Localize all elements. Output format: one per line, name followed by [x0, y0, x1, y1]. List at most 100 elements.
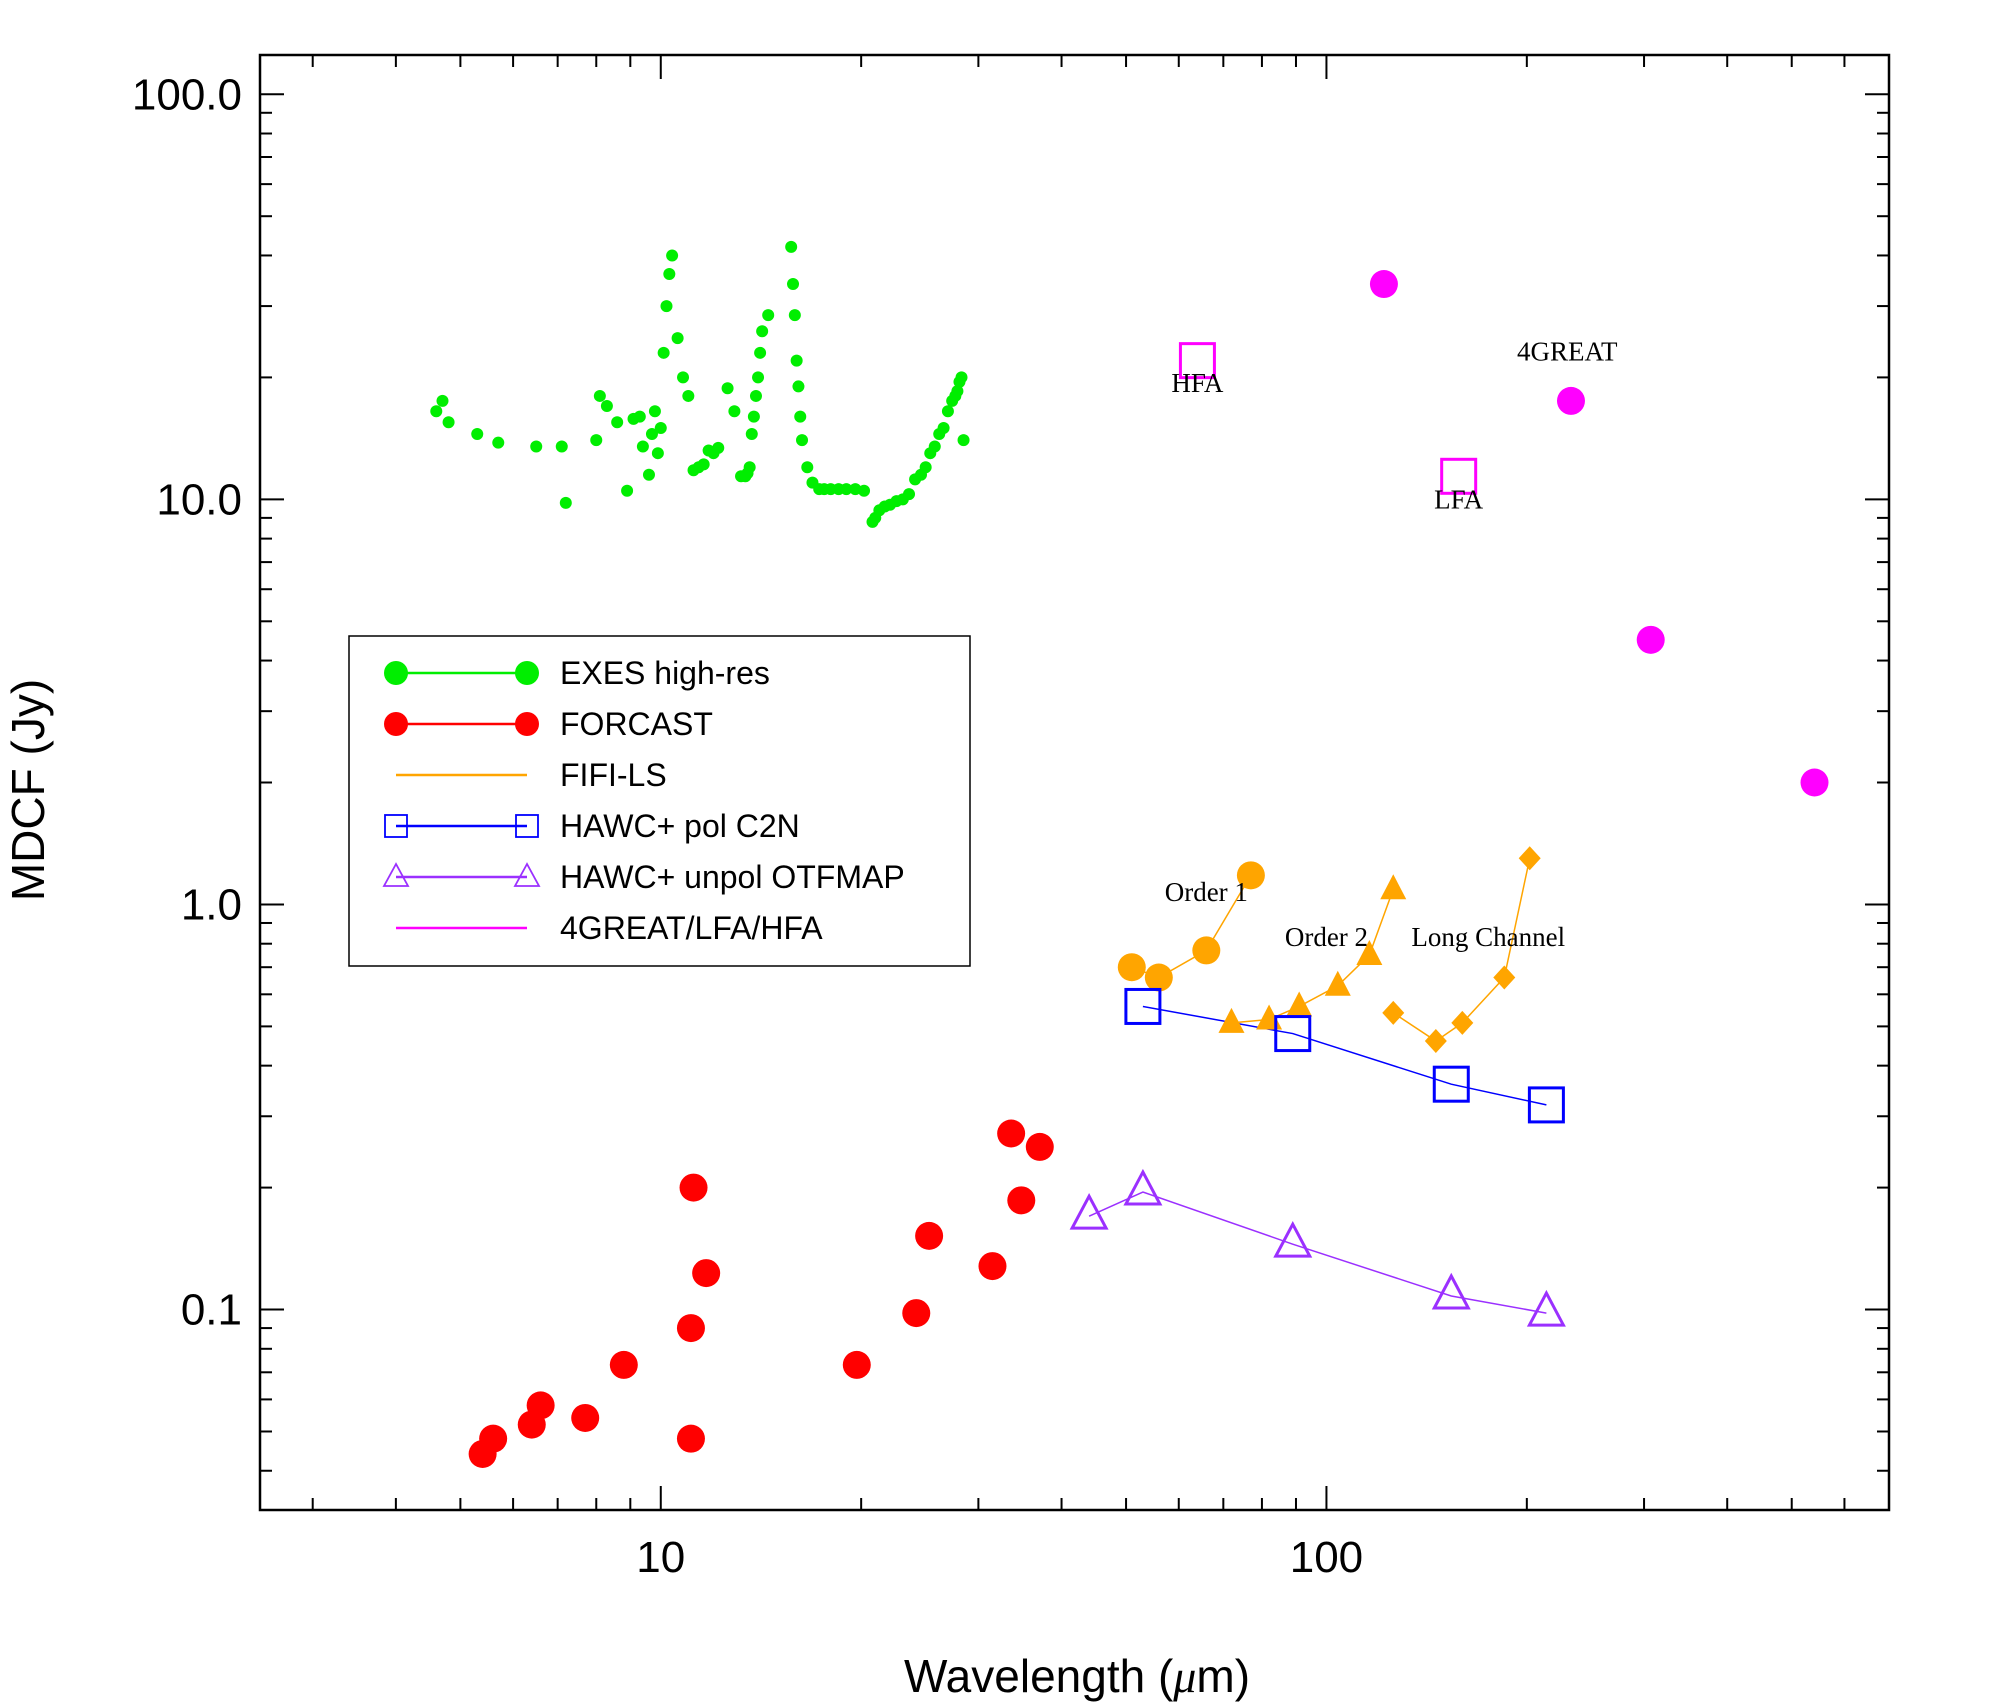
exes-high-res-point [752, 371, 765, 384]
fifi-ls-long-channel-point [1382, 1000, 1405, 1025]
exes-high-res-point [747, 410, 760, 423]
exes-high-res-point [660, 300, 673, 313]
x-axis-title-prefix: Wavelength ( [904, 1650, 1174, 1702]
exes-high-res-point [792, 380, 805, 393]
exes-high-res-point [651, 447, 664, 460]
forcast-point [479, 1424, 508, 1453]
exes-high-res-point [555, 440, 568, 453]
exes-high-res-point [754, 346, 767, 359]
exes-high-res-point [492, 436, 505, 449]
fifi-ls-long-channel-point [1451, 1010, 1474, 1035]
exes-high-res-point [593, 389, 606, 402]
4great-lfa-hfa-lfa-point [1440, 457, 1478, 495]
exes-high-res-point [559, 496, 572, 509]
legend-entry-great: 4GREAT/LFA/HFA [396, 910, 823, 946]
exes-high-res-point [790, 354, 803, 367]
exes-high-res-point [743, 461, 756, 474]
forcast-point [679, 1173, 708, 1202]
exes-high-res-point [671, 332, 684, 345]
fifi-ls-order-2-point [1218, 1007, 1245, 1033]
forcast-point [676, 1424, 705, 1453]
fifi-ls-long-channel-point [1518, 846, 1541, 871]
exes-high-res-point [858, 484, 871, 497]
legend: EXES high-res FORCAST FIFI-LS HAWC+ pol … [348, 635, 971, 967]
fifi-ls-order-1-point [1117, 953, 1146, 982]
legend-marker-hawc-pol-right [515, 814, 539, 838]
fifi-ls-order-2-point [1380, 874, 1407, 900]
exes-high-res-point [951, 385, 964, 398]
exes-high-res-point [957, 434, 970, 447]
exes-high-res-point [787, 278, 800, 291]
exes-high-res-point [677, 371, 690, 384]
y-tick-label: 10.0 [156, 475, 242, 524]
fifi-ls-long-channel-point [1493, 965, 1516, 990]
exes-high-res-point [721, 382, 734, 395]
annotation-hfa: HFA [1171, 368, 1224, 398]
exes-high-res-point [590, 434, 603, 447]
exes-high-res-point [430, 405, 443, 418]
x-axis-title: Wavelength (μm) [904, 1650, 1250, 1702]
exes-high-res-point [728, 405, 741, 418]
exes-high-res-point [611, 416, 624, 429]
legend-marker-hawc-pol-left [384, 814, 408, 838]
annotation-lfa: LFA [1434, 484, 1484, 514]
hawc-pol-c2n-point [1527, 1086, 1565, 1124]
x-axis-title-unit: μ [1172, 1651, 1196, 1702]
legend-label-exes: EXES high-res [560, 655, 770, 691]
exes-high-res-point [801, 461, 814, 474]
legend-entry-forcast: FORCAST [384, 706, 713, 742]
legend-marker-exes-right [515, 661, 539, 685]
hawc-pol-c2n-line [1142, 1005, 1547, 1106]
y-tick-label: 1.0 [181, 880, 242, 929]
forcast-point [842, 1350, 871, 1379]
legend-label-hawc-unpol: HAWC+ unpol OTFMAP [560, 859, 905, 895]
legend-box [348, 635, 971, 967]
exes-high-res-point [788, 309, 801, 322]
exes-high-res-point [919, 461, 932, 474]
exes-high-res-point [648, 405, 661, 418]
legend-entry-hawc-unpol: HAWC+ unpol OTFMAP [382, 859, 905, 895]
forcast-point [692, 1259, 721, 1288]
annotation-4great: 4GREAT [1517, 337, 1618, 367]
hawc-unpol-otfmap-point [1123, 1168, 1163, 1206]
hawc-pol-c2n-point [1124, 987, 1162, 1025]
exes-high-res-point [937, 422, 950, 435]
fifi-ls-order-1-line [1131, 874, 1252, 979]
annotations: Order 1 Order 2 Long Channel 4GREAT HFA LFA [1165, 337, 1618, 952]
fifi-ls-order-1-point [1192, 936, 1221, 965]
axis-ticks [260, 55, 1890, 1510]
hawc-unpol-otfmap-point [1069, 1192, 1109, 1230]
4great-lfa-hfa-4great-point [1636, 625, 1665, 654]
exes-high-res-point [840, 483, 853, 496]
x-axis-title-suffix: m) [1196, 1650, 1250, 1702]
4great-lfa-hfa-4great-point [1556, 386, 1585, 415]
exes-high-res-point [762, 309, 775, 322]
fifi-ls-order-2-point [1286, 991, 1313, 1017]
hawc-unpol-otfmap-point [1273, 1220, 1313, 1258]
forcast-point [526, 1391, 555, 1420]
y-tick-label: 100.0 [132, 70, 242, 119]
exes-high-res-point [796, 434, 809, 447]
exes-high-res-point [657, 346, 670, 359]
exes-high-res-point [745, 427, 758, 440]
legend-label-fifi: FIFI-LS [560, 757, 667, 793]
exes-high-res-point [654, 422, 667, 435]
legend-marker-forcast-left [384, 712, 408, 736]
x-tick-label: 100 [1290, 1533, 1363, 1582]
exes-high-res-point [436, 394, 449, 407]
exes-high-res-point [697, 458, 710, 471]
4great-lfa-hfa-4great-point [1800, 768, 1829, 797]
exes-high-res-point [941, 405, 954, 418]
fifi-ls-order-1-point [1144, 963, 1173, 992]
forcast-point [571, 1403, 600, 1432]
x-tick-label: 10 [636, 1533, 685, 1582]
legend-entry-hawc-pol: HAWC+ pol C2N [384, 808, 800, 844]
forcast-point [915, 1221, 944, 1250]
exes-high-res-point [530, 440, 543, 453]
forcast-point [676, 1314, 705, 1343]
exes-high-res-point [645, 427, 658, 440]
exes-high-res-point [682, 389, 695, 402]
fifi-ls-order-2-point [1356, 940, 1383, 966]
exes-high-res-point [600, 399, 613, 412]
